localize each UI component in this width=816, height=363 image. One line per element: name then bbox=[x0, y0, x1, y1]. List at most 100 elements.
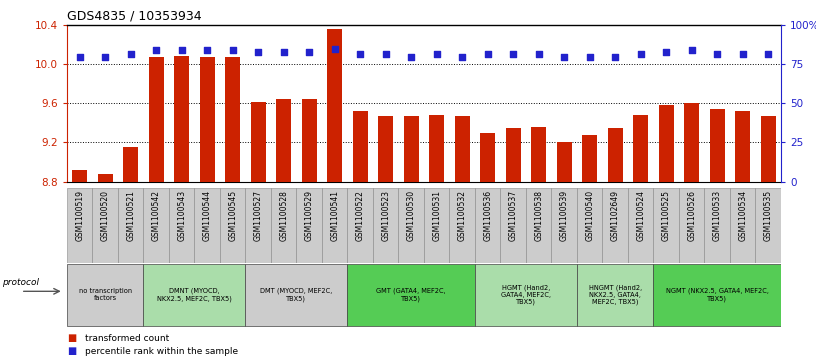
Bar bbox=[709, 109, 725, 182]
Text: GSM1102649: GSM1102649 bbox=[610, 190, 619, 241]
FancyBboxPatch shape bbox=[450, 188, 475, 263]
Text: GSM1100522: GSM1100522 bbox=[356, 190, 365, 241]
FancyBboxPatch shape bbox=[424, 188, 450, 263]
Point bbox=[328, 46, 341, 52]
Text: DMNT (MYOCD,
NKX2.5, MEF2C, TBX5): DMNT (MYOCD, NKX2.5, MEF2C, TBX5) bbox=[157, 288, 232, 302]
FancyBboxPatch shape bbox=[475, 264, 577, 326]
Bar bbox=[607, 128, 623, 182]
Point bbox=[226, 48, 239, 53]
Text: GSM1100520: GSM1100520 bbox=[100, 190, 109, 241]
Text: HNGMT (Hand2,
NKX2.5, GATA4,
MEF2C, TBX5): HNGMT (Hand2, NKX2.5, GATA4, MEF2C, TBX5… bbox=[588, 285, 641, 305]
Bar bbox=[251, 102, 266, 182]
Bar bbox=[531, 127, 546, 182]
Bar bbox=[455, 116, 470, 182]
Point bbox=[73, 54, 86, 60]
Bar bbox=[98, 174, 113, 182]
Text: GSM1100542: GSM1100542 bbox=[152, 190, 161, 241]
Point bbox=[583, 54, 596, 60]
Text: GSM1100541: GSM1100541 bbox=[330, 190, 339, 241]
Text: GSM1100535: GSM1100535 bbox=[764, 190, 773, 241]
Point bbox=[557, 54, 570, 60]
Text: GSM1100529: GSM1100529 bbox=[304, 190, 313, 241]
Point bbox=[659, 49, 672, 55]
Bar bbox=[633, 115, 648, 182]
Text: GSM1100534: GSM1100534 bbox=[738, 190, 747, 241]
Text: GSM1100526: GSM1100526 bbox=[687, 190, 696, 241]
Text: GMT (GATA4, MEF2C,
TBX5): GMT (GATA4, MEF2C, TBX5) bbox=[376, 288, 446, 302]
Text: no transcription
factors: no transcription factors bbox=[78, 289, 131, 301]
Text: GSM1100519: GSM1100519 bbox=[75, 190, 84, 241]
Text: ■: ■ bbox=[67, 346, 76, 356]
Bar bbox=[123, 147, 138, 182]
FancyBboxPatch shape bbox=[679, 188, 704, 263]
Point bbox=[277, 49, 290, 55]
Text: percentile rank within the sample: percentile rank within the sample bbox=[85, 347, 238, 356]
FancyBboxPatch shape bbox=[654, 188, 679, 263]
Text: transformed count: transformed count bbox=[85, 334, 169, 343]
Text: GDS4835 / 10353934: GDS4835 / 10353934 bbox=[67, 10, 202, 23]
Text: GSM1100540: GSM1100540 bbox=[585, 190, 594, 241]
FancyBboxPatch shape bbox=[194, 188, 220, 263]
Point bbox=[149, 48, 162, 53]
Bar bbox=[378, 116, 393, 182]
Point bbox=[99, 54, 112, 60]
FancyBboxPatch shape bbox=[756, 188, 781, 263]
FancyBboxPatch shape bbox=[220, 188, 246, 263]
Point bbox=[201, 48, 214, 53]
Bar bbox=[199, 57, 215, 182]
Text: GSM1100525: GSM1100525 bbox=[662, 190, 671, 241]
Bar bbox=[505, 128, 521, 182]
Bar bbox=[301, 99, 317, 182]
Point bbox=[405, 54, 418, 60]
FancyBboxPatch shape bbox=[246, 264, 348, 326]
Bar bbox=[353, 111, 368, 182]
Text: GSM1100544: GSM1100544 bbox=[202, 190, 211, 241]
Text: ■: ■ bbox=[67, 333, 76, 343]
FancyBboxPatch shape bbox=[704, 188, 730, 263]
Point bbox=[455, 54, 468, 60]
Bar bbox=[276, 99, 291, 182]
Bar bbox=[684, 103, 699, 182]
FancyBboxPatch shape bbox=[67, 264, 144, 326]
FancyBboxPatch shape bbox=[577, 188, 602, 263]
Text: GSM1100532: GSM1100532 bbox=[458, 190, 467, 241]
Bar bbox=[225, 57, 240, 182]
Point bbox=[124, 50, 137, 56]
FancyBboxPatch shape bbox=[144, 264, 246, 326]
FancyBboxPatch shape bbox=[271, 188, 296, 263]
FancyBboxPatch shape bbox=[577, 264, 654, 326]
FancyBboxPatch shape bbox=[296, 188, 322, 263]
FancyBboxPatch shape bbox=[348, 264, 475, 326]
FancyBboxPatch shape bbox=[730, 188, 756, 263]
Point bbox=[532, 50, 545, 56]
Point bbox=[609, 54, 622, 60]
Text: GSM1100543: GSM1100543 bbox=[177, 190, 186, 241]
Point bbox=[507, 50, 520, 56]
Bar bbox=[429, 115, 444, 182]
Point bbox=[251, 49, 264, 55]
Text: GSM1100531: GSM1100531 bbox=[432, 190, 441, 241]
Point bbox=[303, 49, 316, 55]
Point bbox=[634, 50, 647, 56]
Text: GSM1100530: GSM1100530 bbox=[406, 190, 415, 241]
Text: GSM1100533: GSM1100533 bbox=[712, 190, 721, 241]
Point bbox=[711, 50, 724, 56]
Text: GSM1100528: GSM1100528 bbox=[279, 190, 288, 241]
FancyBboxPatch shape bbox=[526, 188, 552, 263]
Text: GSM1100523: GSM1100523 bbox=[381, 190, 390, 241]
Point bbox=[481, 50, 494, 56]
FancyBboxPatch shape bbox=[118, 188, 144, 263]
Bar bbox=[480, 133, 495, 182]
FancyBboxPatch shape bbox=[602, 188, 628, 263]
Text: GSM1100538: GSM1100538 bbox=[534, 190, 543, 241]
Text: GSM1100527: GSM1100527 bbox=[254, 190, 263, 241]
Bar bbox=[582, 135, 597, 182]
Point bbox=[430, 50, 443, 56]
Bar bbox=[557, 143, 572, 182]
FancyBboxPatch shape bbox=[500, 188, 526, 263]
Point bbox=[353, 50, 366, 56]
Bar bbox=[327, 29, 342, 181]
Text: HGMT (Hand2,
GATA4, MEF2C,
TBX5): HGMT (Hand2, GATA4, MEF2C, TBX5) bbox=[501, 285, 551, 305]
Text: GSM1100539: GSM1100539 bbox=[560, 190, 569, 241]
Text: protocol: protocol bbox=[2, 278, 39, 287]
